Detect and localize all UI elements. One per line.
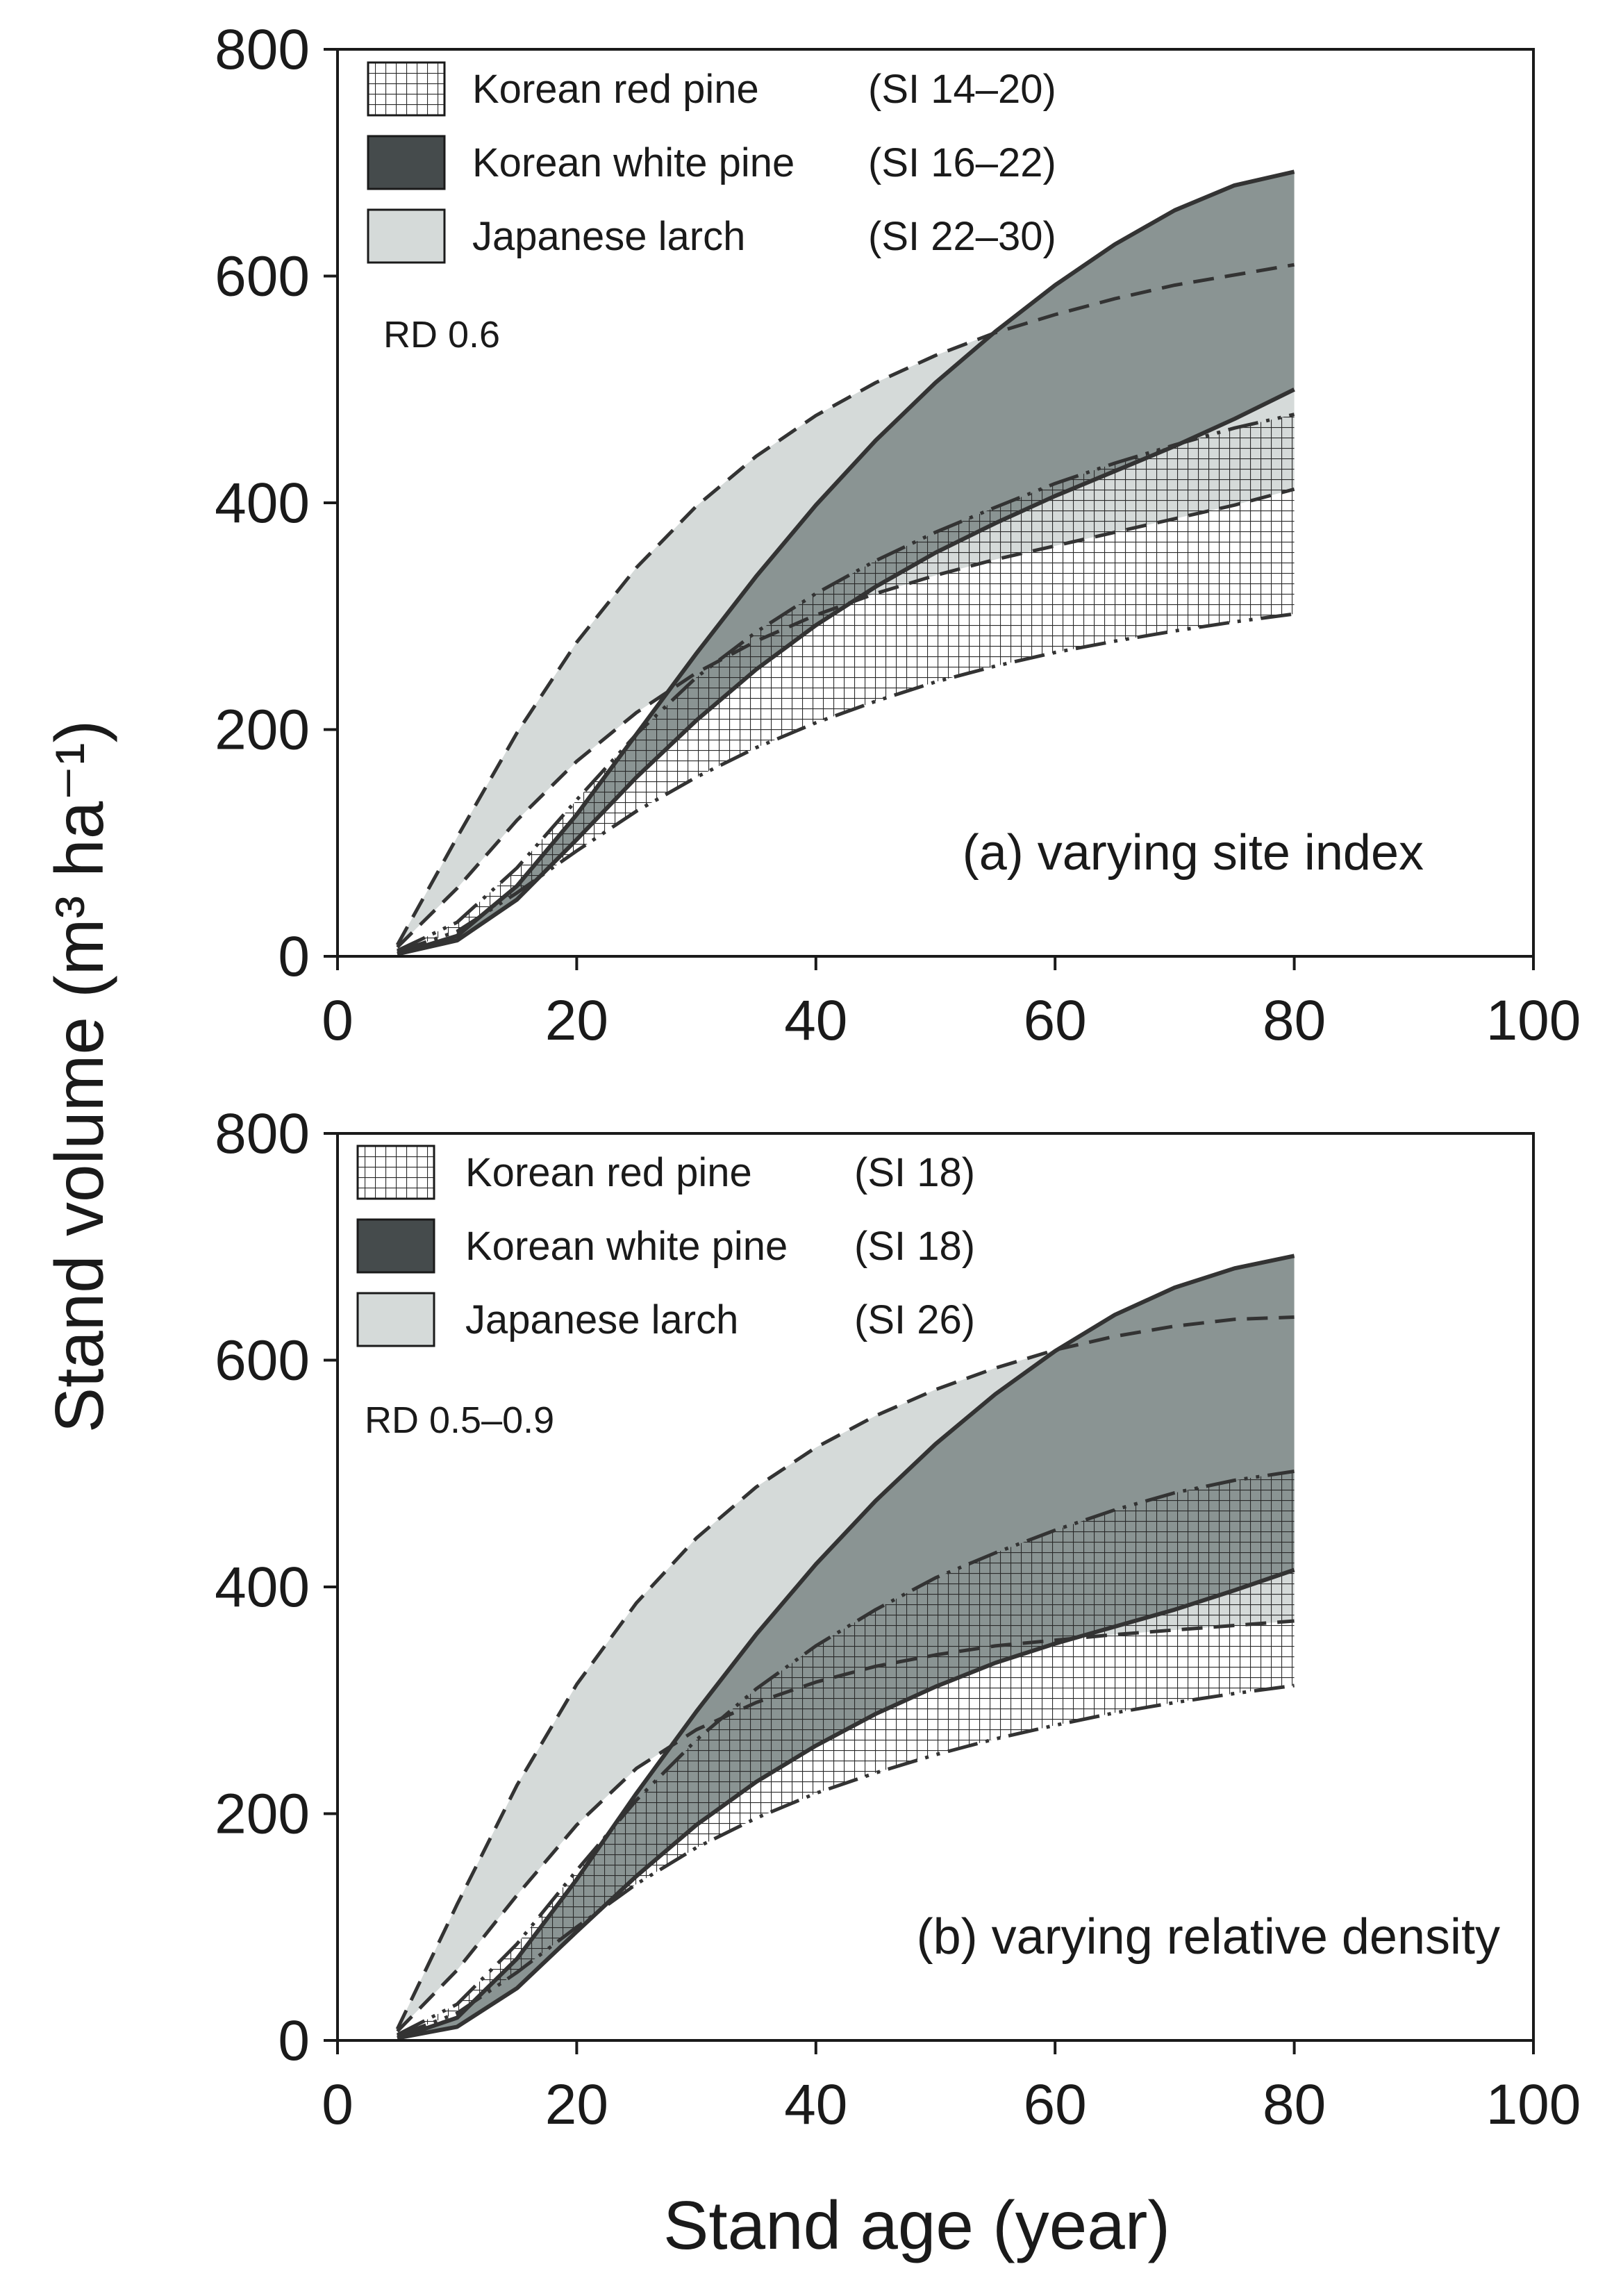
x-tick-label: 0 (322, 2073, 353, 2136)
series-line-5 (397, 1683, 1295, 2038)
legend-range: (SI 18) (854, 1224, 975, 1269)
x-tick-label: 100 (1486, 989, 1581, 1052)
legend-swatch-hatch (356, 1145, 435, 1200)
y-tick-label: 0 (278, 925, 310, 988)
x-axis-title: Stand age (year) (663, 2187, 1170, 2263)
y-axis-title: Stand volume (m³ ha⁻¹) (41, 720, 117, 1433)
legend-label: Korean white pine (472, 140, 794, 185)
legend-label: Korean red pine (465, 1150, 752, 1195)
series-line-2 (397, 169, 1295, 956)
y-tick-label: 200 (215, 1783, 310, 1846)
panel-b: 0 200 400 600 800 0 20 40 60 80 100 Korean red pin… (215, 1102, 1581, 2136)
y-tick-label: 800 (215, 18, 310, 81)
panel-a-condition-label: RD 0.6 (383, 314, 500, 356)
panel-b-annotation: (b) varying relative density (917, 1909, 1500, 1965)
legend-label: Japanese larch (472, 214, 745, 259)
legend-range: (SI 22–30) (868, 214, 1056, 259)
legend-range: (SI 16–22) (868, 140, 1056, 185)
legend-range: (SI 14–20) (868, 67, 1056, 112)
x-tick-label: 60 (1024, 989, 1087, 1052)
series-line-0 (395, 263, 1295, 946)
series-line-4 (396, 1470, 1295, 2037)
x-tick-label: 40 (784, 989, 847, 1052)
series-line-3 (397, 388, 1295, 956)
legend-swatch-light (356, 1292, 435, 1347)
x-tick-label: 0 (322, 989, 353, 1052)
series-line-1 (396, 1619, 1295, 2033)
legend-label: Korean white pine (465, 1224, 788, 1269)
y-tick-label: 600 (215, 245, 310, 308)
y-tick-label: 200 (215, 699, 310, 762)
y-tick-label: 0 (278, 2009, 310, 2072)
legend-swatch-hatch (367, 61, 446, 117)
panel-a-annotation: (a) varying site index (963, 825, 1424, 881)
x-tick-label: 100 (1486, 2073, 1581, 2136)
x-tick-label: 20 (545, 989, 608, 1052)
x-tick-label: 20 (545, 2073, 608, 2136)
y-tick-label: 600 (215, 1329, 310, 1392)
x-tick-label: 40 (784, 2073, 847, 2136)
series-line-3 (397, 1567, 1295, 2040)
legend-swatch-dark (356, 1218, 435, 1274)
legend-label: Korean red pine (472, 67, 759, 112)
legend-label: Japanese larch (465, 1297, 738, 1342)
legend-swatch-dark (367, 135, 446, 190)
series-line-1 (396, 487, 1295, 949)
series-line-4 (397, 413, 1295, 953)
korean-red-pine-band (397, 414, 1295, 952)
y-tick-label: 800 (215, 1102, 310, 1165)
series-line-0 (395, 1315, 1295, 2030)
x-tick-label: 80 (1263, 989, 1326, 1052)
y-tick-label: 400 (215, 1556, 310, 1619)
legend-range: (SI 18) (854, 1150, 975, 1195)
panel-b-condition-label: RD 0.5–0.9 (365, 1399, 554, 1441)
x-tick-label: 80 (1263, 2073, 1326, 2136)
legend-range: (SI 26) (854, 1297, 975, 1342)
y-tick-label: 400 (215, 472, 310, 535)
series-line-2 (397, 1254, 1295, 2040)
legend-swatch-light (367, 208, 446, 264)
korean-red-pine-band (397, 1471, 1295, 2036)
x-tick-label: 60 (1024, 2073, 1087, 2136)
panel-a: 0 200 400 600 800 0 20 40 60 80 100 Korean red pin… (215, 18, 1581, 1052)
series-line-5 (397, 612, 1295, 954)
